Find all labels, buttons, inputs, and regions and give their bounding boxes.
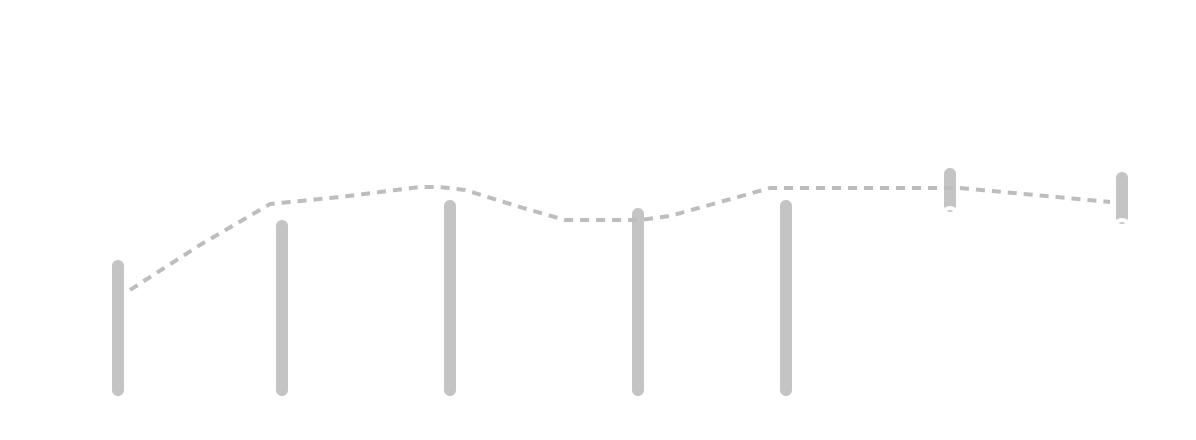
skeleton-trend-line xyxy=(128,185,1111,292)
bar-cutout xyxy=(941,206,959,214)
bar-cutout xyxy=(1113,218,1131,226)
